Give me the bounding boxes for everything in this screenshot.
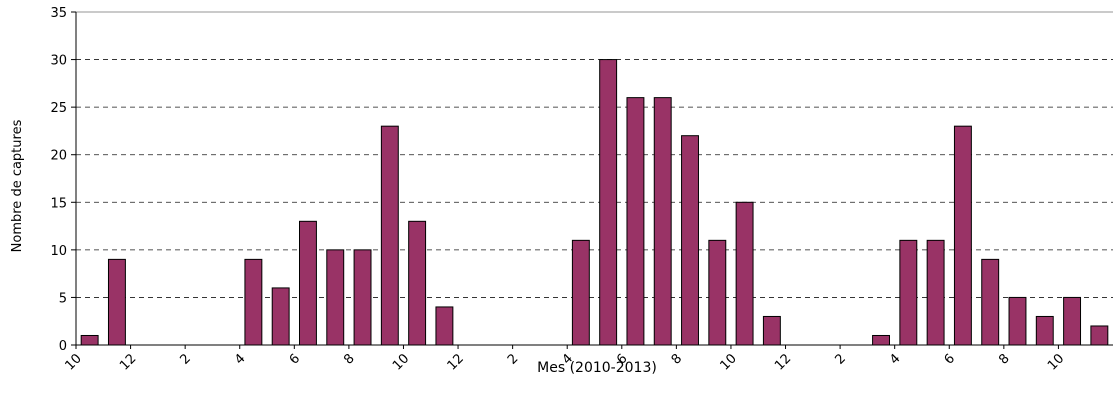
x-tick-label: 6 — [287, 351, 303, 367]
x-tick-label: 10 — [717, 351, 739, 373]
bar — [1008, 296, 1027, 346]
x-tick-label: 10 — [390, 351, 412, 373]
bar — [1090, 325, 1109, 346]
x-tick-label: 2 — [832, 351, 848, 367]
y-tick-label: 5 — [59, 291, 67, 306]
x-tick-label: 12 — [117, 351, 139, 373]
bar — [80, 334, 99, 346]
y-tick-label: 15 — [50, 196, 67, 211]
x-tick-label: 12 — [445, 351, 467, 373]
axes — [75, 12, 1113, 349]
x-tick-label: 8 — [341, 351, 357, 367]
bar — [435, 306, 454, 346]
x-tick-label: 2 — [505, 351, 521, 367]
bar — [953, 125, 972, 346]
bar — [353, 249, 372, 346]
bar — [299, 220, 317, 346]
bar — [380, 125, 399, 346]
y-tick-label: 0 — [59, 339, 67, 354]
x-tick-label: 8 — [996, 351, 1012, 367]
bar — [899, 239, 918, 346]
bar — [872, 334, 890, 346]
bar — [926, 239, 945, 346]
bar — [408, 220, 427, 346]
x-tick-label: 2 — [178, 351, 194, 367]
bar — [1035, 315, 1054, 346]
bar — [599, 59, 618, 346]
y-tick-label: 10 — [50, 244, 67, 259]
bar — [571, 239, 590, 346]
bars — [80, 59, 1109, 346]
y-tick-label: 20 — [50, 149, 67, 164]
y-axis-title: Nombre de captures — [10, 119, 25, 252]
bar — [326, 249, 345, 346]
bar — [735, 201, 754, 346]
x-tick-label: 4 — [887, 351, 903, 367]
y-tick-label: 35 — [50, 6, 67, 21]
bar — [244, 258, 263, 346]
y-tick-label: 25 — [50, 101, 67, 116]
x-tick-label: 10 — [63, 351, 85, 373]
bar — [271, 287, 290, 346]
x-tick-label: 12 — [772, 351, 794, 373]
bar — [762, 315, 781, 346]
x-tick-label: 4 — [232, 351, 248, 367]
bar — [107, 258, 126, 346]
y-tick-label: 30 — [50, 54, 67, 69]
bar — [1063, 296, 1082, 346]
bar — [708, 239, 727, 346]
bar — [681, 135, 699, 346]
bar — [626, 97, 645, 346]
x-tick-label: 6 — [942, 351, 958, 367]
bar — [981, 258, 1000, 346]
x-tick-label: 10 — [1045, 351, 1067, 373]
bar — [653, 97, 672, 346]
x-axis-title: Mes (2010-2013) — [537, 360, 657, 376]
x-tick-label: 8 — [669, 351, 685, 367]
y-tick-labels: 0 5 10 15 20 25 30 35 — [50, 6, 67, 354]
